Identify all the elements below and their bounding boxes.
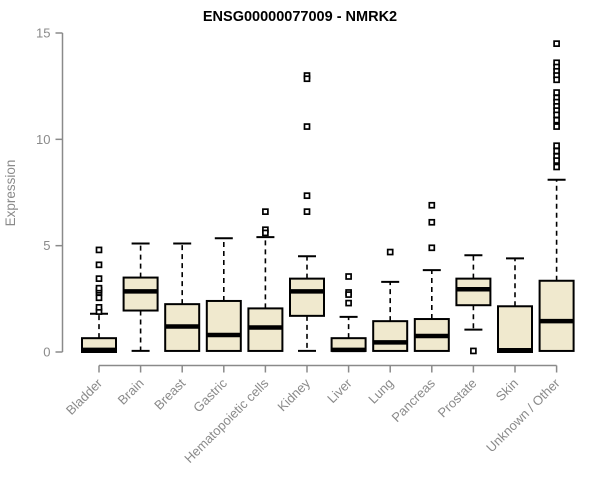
outlier-point xyxy=(553,116,560,124)
outlier-point xyxy=(553,163,560,171)
outlier-point xyxy=(262,208,269,215)
outlier-point xyxy=(345,273,352,280)
outlier-point xyxy=(553,89,560,96)
box-kidney xyxy=(289,72,325,352)
box-pancreas xyxy=(413,201,450,352)
outlier-point xyxy=(95,261,103,269)
outlier-point xyxy=(553,111,560,119)
iqr-box xyxy=(122,276,159,312)
box-gastric xyxy=(205,237,242,352)
x-tick-label: Pancreas xyxy=(388,375,438,425)
outlier-point xyxy=(95,294,103,302)
x-tick-label: Breast xyxy=(151,375,188,412)
outlier-point xyxy=(428,244,436,252)
y-axis-title: Expression xyxy=(3,160,18,227)
outlier-point xyxy=(303,208,311,215)
outlier-point xyxy=(386,248,394,256)
x-tick-label: Brain xyxy=(115,376,147,408)
y-tick-label: 0 xyxy=(43,345,50,360)
outlier-point xyxy=(553,142,560,150)
outlier-point xyxy=(345,299,352,307)
box-liver xyxy=(330,273,367,353)
outlier-point xyxy=(303,192,311,200)
box-brain xyxy=(122,242,159,352)
iqr-box xyxy=(372,320,409,352)
box-bladder xyxy=(81,246,117,353)
outlier-point xyxy=(553,76,560,84)
box-prostate xyxy=(455,254,492,355)
iqr-box xyxy=(289,277,325,317)
outlier-point xyxy=(303,75,311,83)
iqr-box xyxy=(497,305,533,354)
box-series xyxy=(81,40,575,355)
outlier-point xyxy=(553,123,560,130)
outlier-point xyxy=(95,303,103,311)
chart-title: ENSG00000077009 - NMRK2 xyxy=(203,9,397,25)
iqr-box xyxy=(205,299,242,352)
x-tick-label: Lung xyxy=(365,376,396,407)
x-tick-label: Kidney xyxy=(274,375,313,414)
outlier-point xyxy=(553,147,560,155)
outlier-point xyxy=(428,201,436,209)
outlier-point xyxy=(553,157,560,164)
y-tick-label: 10 xyxy=(36,132,50,147)
outlier-point xyxy=(95,246,103,254)
box-breast xyxy=(164,242,201,352)
outlier-point xyxy=(470,347,477,355)
outlier-point xyxy=(345,291,352,298)
x-tick-label: Prostate xyxy=(435,376,480,421)
x-tick-label: Unknown / Other xyxy=(483,375,563,455)
box-unknown-other xyxy=(538,40,575,352)
outlier-point xyxy=(262,229,269,237)
outlier-point xyxy=(303,123,311,130)
outlier-point xyxy=(95,275,103,282)
box-hematopoietic-cells xyxy=(247,208,284,352)
x-tick-label: Skin xyxy=(493,376,521,404)
box-skin xyxy=(497,257,533,354)
box-lung xyxy=(372,248,409,352)
outlier-point xyxy=(428,218,436,226)
outlier-point xyxy=(95,284,103,292)
x-tick-label: Liver xyxy=(324,375,355,406)
x-tick-label: Bladder xyxy=(63,375,106,418)
iqr-box xyxy=(455,277,492,307)
y-tick-label: 15 xyxy=(36,26,50,41)
y-tick-label: 5 xyxy=(43,238,50,253)
outlier-point xyxy=(553,40,560,47)
x-tick-label: Gastric xyxy=(190,375,230,415)
iqr-box xyxy=(538,279,575,352)
